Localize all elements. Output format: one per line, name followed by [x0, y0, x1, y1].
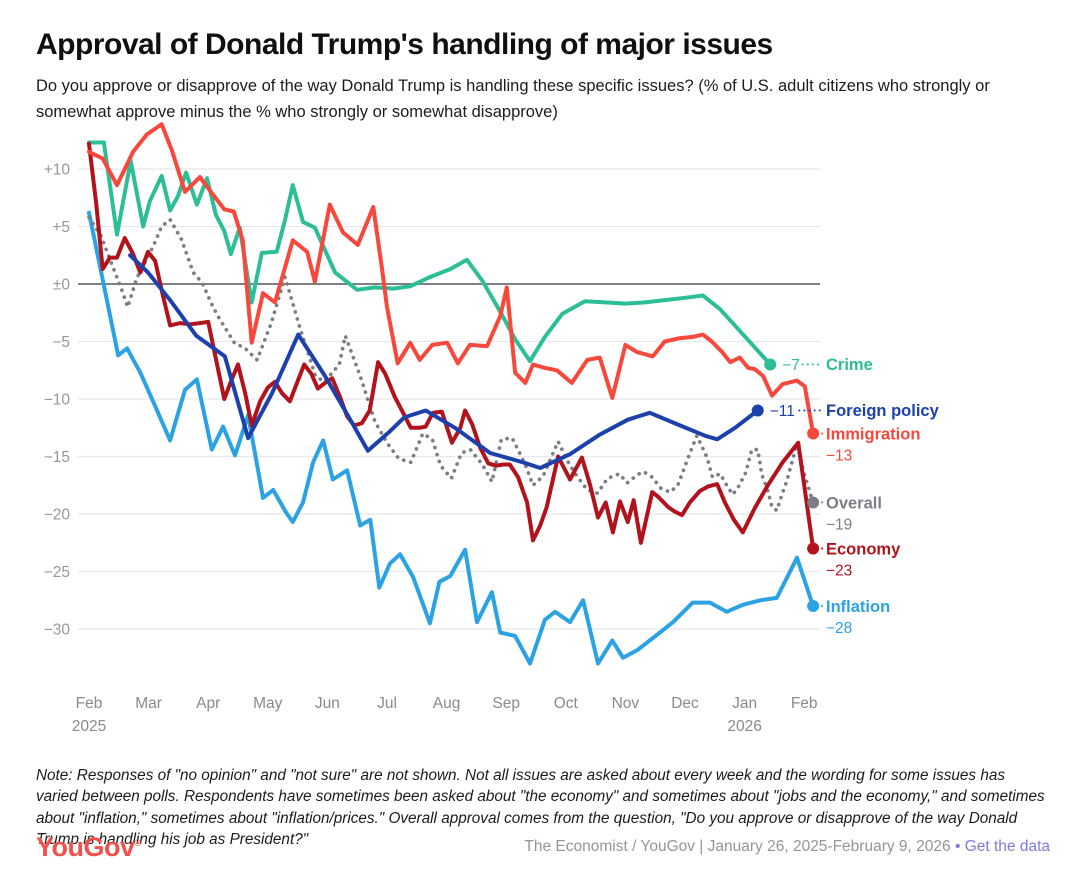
- series-end-dot-crime: [764, 358, 777, 371]
- chart-subtitle: Do you approve or disapprove of the way …: [36, 76, 990, 122]
- x-tick-label-may-3: May: [253, 695, 283, 712]
- x-tick-sublabel-2025: 2025: [72, 718, 106, 735]
- series-name-label-crime: Crime: [826, 356, 873, 374]
- series-end-dot-foreign-policy: [751, 404, 764, 417]
- source-bullet: •: [950, 838, 965, 855]
- x-tick-label-mar-1: Mar: [135, 695, 162, 712]
- series-end-dot-overall: [807, 496, 820, 509]
- series-end-dot-economy: [807, 542, 820, 555]
- series-value-label-overall: −19: [826, 517, 852, 534]
- y-tick-label-0: ±0: [53, 277, 71, 294]
- series-line-foreign-policy: [128, 253, 760, 470]
- y-tick-label--30: −30: [44, 622, 71, 639]
- x-tick-sublabel-2026: 2026: [727, 718, 761, 735]
- x-tick-label-feb-0: Feb: [76, 695, 103, 712]
- series-line-overall: [87, 215, 815, 513]
- x-tick-label-sep-7: Sep: [492, 695, 520, 712]
- x-tick-label-jun-4: Jun: [315, 695, 340, 712]
- y-tick-label--15: −15: [44, 449, 70, 466]
- y-tick-label-5: +5: [52, 219, 70, 236]
- series-line-inflation: [87, 210, 816, 666]
- series-name-label-overall: Overall: [826, 495, 882, 513]
- series-line-immigration: [87, 122, 816, 436]
- registered-mark-icon: ®: [134, 838, 142, 848]
- series-name-label-inflation: Inflation: [826, 598, 890, 616]
- series-value-label-inflation: −28: [826, 620, 852, 637]
- series-value-label-economy: −23: [826, 563, 852, 580]
- chart-canvas: +10 +5 ±0 −5 −10 −15 −20 −25 −30 Feb 2025 Mar Apr May…: [44, 122, 940, 735]
- series-value-label-crime: −7: [782, 357, 800, 374]
- y-tick-label--25: −25: [44, 564, 70, 581]
- series-line-crime: [87, 140, 773, 367]
- series-end-dot-inflation: [807, 600, 820, 612]
- source-line: The Economist / YouGov | January 26, 202…: [524, 838, 1050, 856]
- x-tick-label-apr-2: Apr: [196, 695, 220, 712]
- page-title: Approval of Donald Trump's handling of m…: [36, 28, 773, 62]
- x-tick-label-aug-6: Aug: [433, 695, 461, 712]
- series-value-label-foreign-policy: −11: [770, 403, 795, 420]
- series-name-label-foreign-policy: Foreign policy: [826, 402, 940, 420]
- series-value-label-immigration: −13: [826, 448, 852, 465]
- chart-note: Note: Responses of "no opinion" and "not…: [36, 767, 1045, 848]
- y-tick-label-10: +10: [44, 162, 71, 179]
- series-name-label-economy: Economy: [826, 541, 901, 559]
- approval-chart: +10 +5 ±0 −5 −10 −15 −20 −25 −30 Feb 2025 Mar Apr May…: [0, 120, 1080, 740]
- x-tick-label-oct-8: Oct: [554, 695, 579, 712]
- series-name-label-immigration: Immigration: [826, 426, 920, 444]
- series-line-economy: [87, 141, 816, 551]
- y-tick-label--5: −5: [52, 334, 70, 351]
- x-tick-label-dec-10: Dec: [671, 695, 699, 712]
- x-tick-label-nov-9: Nov: [612, 695, 640, 712]
- source-text: The Economist / YouGov | January 26, 202…: [524, 838, 951, 855]
- x-tick-label-jan-11: Jan: [732, 695, 757, 712]
- yougov-logo: YouGov®: [36, 832, 141, 863]
- x-tick-label-feb-12: Feb: [791, 695, 818, 712]
- y-tick-label--10: −10: [44, 392, 71, 409]
- x-tick-label-jul-5: Jul: [377, 695, 397, 712]
- series-end-dot-immigration: [807, 427, 820, 440]
- get-the-data-link[interactable]: Get the data: [964, 838, 1050, 855]
- y-tick-label--20: −20: [44, 507, 71, 524]
- yougov-logo-text: YouGov: [36, 832, 135, 862]
